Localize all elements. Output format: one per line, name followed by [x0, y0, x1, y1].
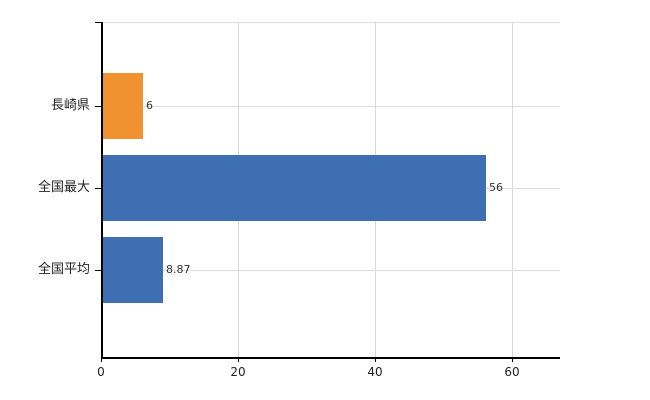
x-axis-tick	[101, 357, 102, 362]
x-tick-label: 0	[97, 365, 105, 379]
gridline-horizontal	[101, 22, 560, 23]
bar	[102, 155, 486, 221]
y-axis-tick	[95, 270, 101, 271]
y-axis-tick	[95, 22, 101, 23]
x-tick-label: 40	[367, 365, 383, 379]
x-axis-tick	[238, 357, 239, 362]
bar	[102, 237, 163, 303]
category-label: 全国最大	[37, 180, 90, 195]
value-label: 56	[489, 181, 503, 194]
x-tick-label: 60	[504, 365, 520, 379]
y-axis-tick	[95, 106, 101, 107]
x-axis-tick	[375, 357, 376, 362]
y-axis-tick	[95, 188, 101, 189]
gridline-vertical	[512, 22, 513, 357]
bar	[102, 73, 143, 139]
category-label: 長崎県	[50, 98, 90, 113]
y-axis-line	[101, 22, 103, 358]
gridline-horizontal	[101, 270, 560, 271]
value-label: 8.87	[166, 263, 191, 276]
category-label: 全国平均	[37, 262, 90, 277]
x-axis-line	[101, 357, 560, 359]
x-tick-label: 20	[230, 365, 246, 379]
value-label: 6	[146, 99, 153, 112]
x-axis-tick	[512, 357, 513, 362]
gridline-horizontal	[101, 106, 560, 107]
